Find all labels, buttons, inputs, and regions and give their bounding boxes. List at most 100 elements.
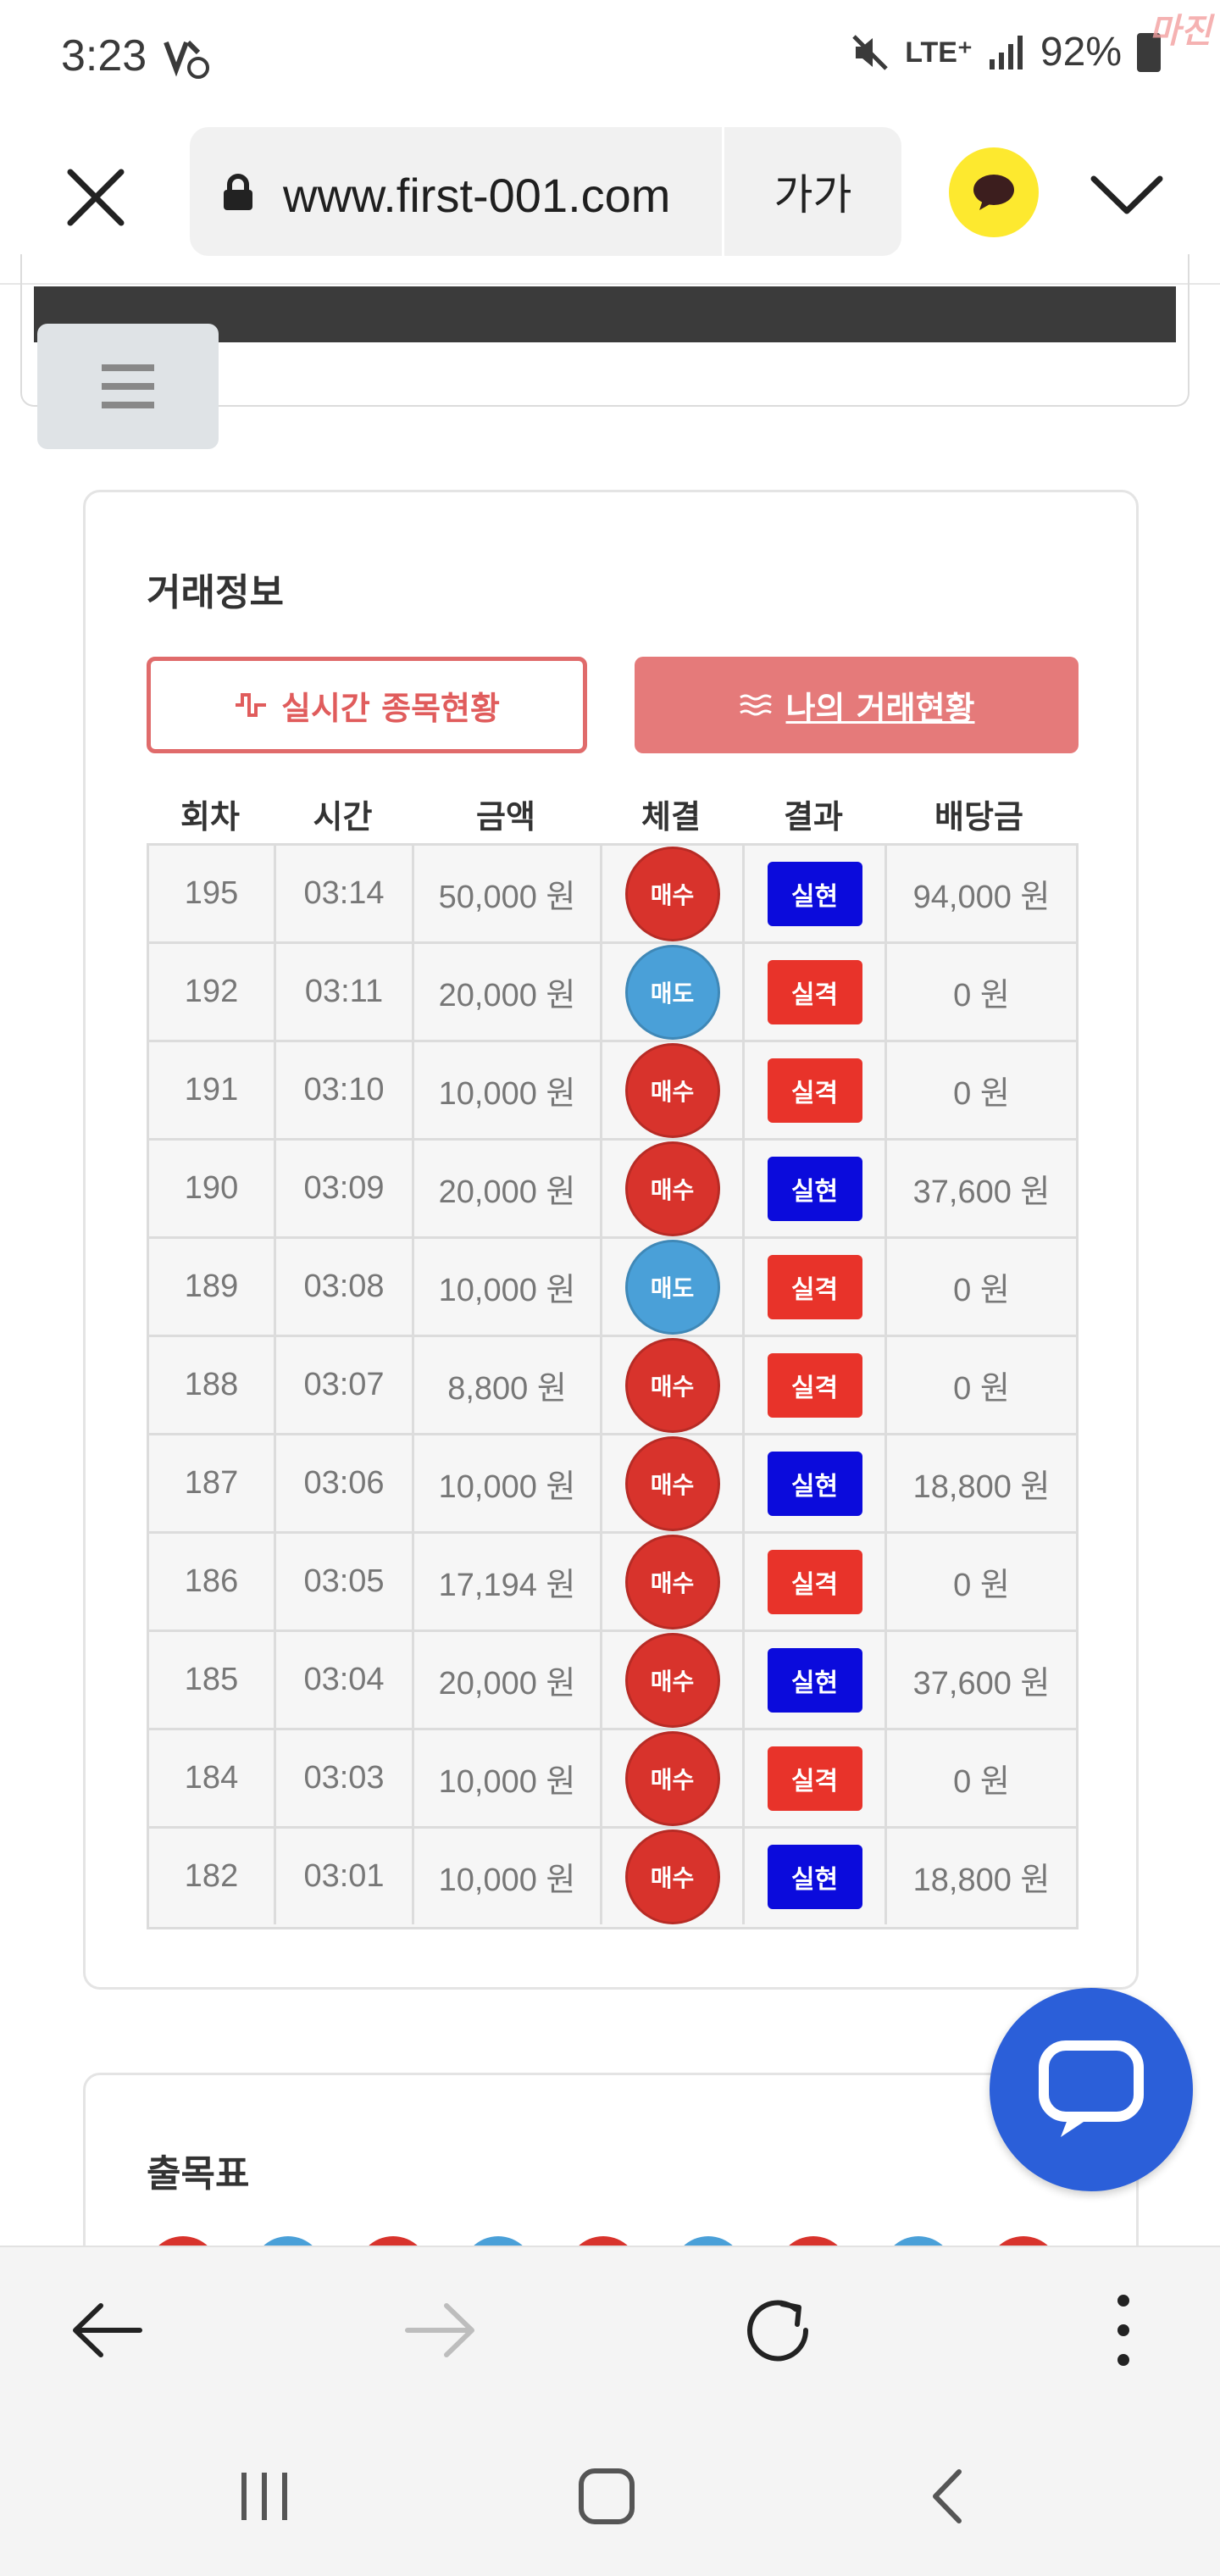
back-button[interactable] — [56, 2279, 158, 2381]
time-cell: 03:04 — [276, 1632, 414, 1728]
time-value: 03:14 — [303, 875, 385, 911]
payout-value: 0 원 — [953, 1568, 1010, 1603]
payout-value: 0 원 — [953, 1076, 1010, 1112]
reload-icon — [747, 2300, 809, 2362]
time-cell: 03:01 — [276, 1829, 414, 1924]
arrow-left-icon — [73, 2303, 142, 2357]
browser-bottom-bar — [0, 2246, 1220, 2412]
disqualified-badge: 실격 — [767, 1549, 862, 1614]
header-strip — [34, 286, 1176, 342]
network-type: LTE⁺ — [905, 36, 973, 69]
trade-cell: 매수 — [602, 1141, 745, 1236]
round-cell: 195 — [149, 846, 276, 941]
table-row: 184 03:03 10,000 원 매수 실격 0 원 — [149, 1730, 1076, 1829]
time-value: 03:06 — [303, 1465, 385, 1501]
my-trade-label: 나의 거래현황 — [785, 689, 975, 727]
reload-button[interactable] — [727, 2279, 829, 2381]
time-value: 03:09 — [303, 1170, 385, 1206]
round-value: 188 — [184, 1367, 239, 1402]
realtime-status-label: 실시간 종목현황 — [281, 689, 500, 727]
trade-cell: 매수 — [602, 1435, 745, 1531]
battery-icon — [1137, 32, 1161, 72]
card-title: 거래정보 — [147, 571, 284, 614]
payout-value: 18,800 원 — [912, 1863, 1051, 1898]
time-cell: 03:10 — [276, 1042, 414, 1138]
realized-badge: 실현 — [767, 861, 862, 926]
trade-cell: 매수 — [602, 1730, 745, 1826]
lock-icon — [224, 174, 252, 210]
table-row: 188 03:07 8,800 원 매수 실격 0 원 — [149, 1337, 1076, 1435]
amount-cell: 20,000 원 — [414, 944, 602, 1040]
realized-badge: 실현 — [767, 1647, 862, 1713]
browser-toolbar: www.first-001.com 가가 — [0, 119, 1220, 285]
header-frame — [20, 254, 1190, 407]
amount-cell: 50,000 원 — [414, 846, 602, 941]
recent-apps-icon — [241, 2473, 287, 2520]
time-cell: 03:14 — [276, 846, 414, 941]
realized-badge: 실현 — [767, 1451, 862, 1516]
chat-button[interactable] — [990, 1988, 1193, 2191]
round-value: 187 — [184, 1465, 239, 1501]
status-bar: 3:23 LTE⁺ 92% 마진 — [0, 0, 1220, 119]
round-cell: 182 — [149, 1829, 276, 1924]
url-text: www.first-001.com — [283, 169, 671, 222]
disqualified-badge: 실격 — [767, 1254, 862, 1319]
table-header: 회차 시간 금액 체결 결과 배당금 — [147, 791, 1079, 841]
header-amount: 금액 — [476, 798, 535, 836]
home-icon — [579, 2468, 635, 2524]
recent-apps-button[interactable] — [214, 2454, 315, 2539]
header-trade: 체결 — [641, 798, 701, 836]
my-trade-button[interactable]: 나의 거래현황 — [635, 657, 1079, 753]
payout-cell: 18,800 원 — [887, 1829, 1076, 1924]
amount-value: 10,000 원 — [438, 1273, 576, 1308]
trade-cell: 매수 — [602, 1534, 745, 1629]
forward-button[interactable] — [390, 2279, 491, 2381]
table-row: 182 03:01 10,000 원 매수 실현 18,800 원 — [149, 1829, 1076, 1927]
table-row: 195 03:14 50,000 원 매수 실현 94,000 원 — [149, 846, 1076, 944]
payout-cell: 0 원 — [887, 1337, 1076, 1433]
amount-cell: 10,000 원 — [414, 1042, 602, 1138]
time-value: 03:03 — [303, 1760, 385, 1796]
close-tab-button[interactable] — [59, 161, 132, 234]
time-cell: 03:06 — [276, 1435, 414, 1531]
sell-badge: 매도 — [624, 1239, 720, 1335]
result-cell: 실격 — [745, 1730, 887, 1826]
payout-value: 37,600 원 — [912, 1666, 1051, 1702]
buy-badge: 매수 — [624, 1730, 720, 1826]
address-bar[interactable]: www.first-001.com 가가 — [190, 127, 901, 256]
text-size-button[interactable]: 가가 — [722, 127, 901, 256]
close-icon — [67, 169, 125, 226]
round-value: 184 — [184, 1760, 239, 1796]
round-cell: 192 — [149, 944, 276, 1040]
result-cell: 실격 — [745, 1239, 887, 1335]
table-row: 191 03:10 10,000 원 매수 실격 0 원 — [149, 1042, 1076, 1141]
table-row: 192 03:11 20,000 원 매도 실격 0 원 — [149, 944, 1076, 1042]
time-value: 03:04 — [303, 1662, 385, 1697]
home-button[interactable] — [556, 2454, 657, 2539]
menu-button[interactable] — [37, 324, 219, 449]
amount-value: 10,000 원 — [438, 1469, 576, 1505]
payout-cell: 0 원 — [887, 1239, 1076, 1335]
chat-bubble-icon — [1039, 2040, 1144, 2137]
sell-badge: 매도 — [624, 944, 720, 1040]
realtime-status-button[interactable]: 실시간 종목현황 — [147, 657, 587, 753]
amount-value: 50,000 원 — [438, 880, 576, 915]
round-cell: 191 — [149, 1042, 276, 1138]
expand-toolbar-button[interactable] — [1084, 161, 1169, 229]
payout-value: 0 원 — [953, 1371, 1010, 1407]
amount-cell: 8,800 원 — [414, 1337, 602, 1433]
more-options-button[interactable] — [1073, 2279, 1174, 2381]
trade-cell: 매수 — [602, 1042, 745, 1138]
buy-badge: 매수 — [624, 1141, 720, 1236]
system-back-button[interactable] — [896, 2454, 998, 2539]
payout-cell: 0 원 — [887, 1730, 1076, 1826]
kakao-chat-button[interactable] — [949, 147, 1039, 237]
round-cell: 190 — [149, 1141, 276, 1236]
trade-cell: 매도 — [602, 1239, 745, 1335]
amount-value: 17,194 원 — [438, 1568, 576, 1603]
amount-cell: 10,000 원 — [414, 1239, 602, 1335]
payout-value: 0 원 — [953, 1273, 1010, 1308]
payout-cell: 94,000 원 — [887, 846, 1076, 941]
round-cell: 184 — [149, 1730, 276, 1826]
